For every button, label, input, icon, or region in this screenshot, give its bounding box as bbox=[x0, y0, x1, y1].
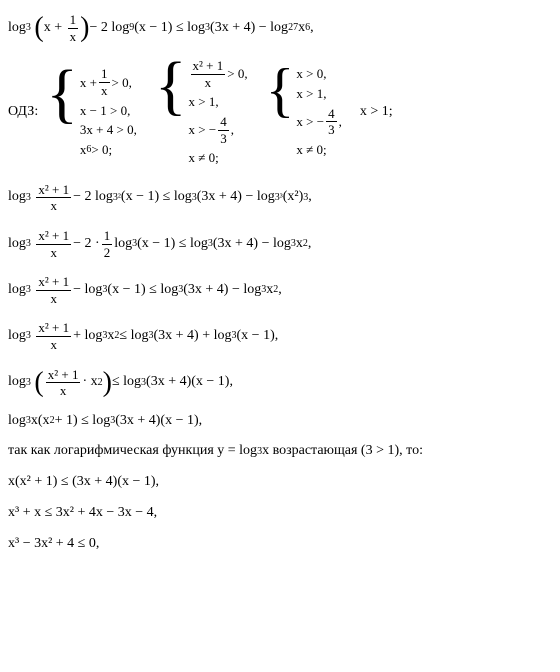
equation-line-12: x³ − 3x² + 4 ≤ 0, bbox=[8, 536, 552, 553]
expr: log3 ( x + 1x ) − 2 log9 (x − 1) ≤ log3 … bbox=[8, 12, 314, 44]
equation-line-6: log3 x² + 1x + log3 x2 ≤ log3 (3x + 4) +… bbox=[8, 320, 552, 352]
odz-line: ОДЗ: { x + 1x > 0, x − 1 > 0, 3x + 4 > 0… bbox=[8, 58, 552, 166]
equation-line-10: x(x² + 1) ≤ (3x + 4)(x − 1), bbox=[8, 474, 552, 491]
equation-line-1: log3 ( x + 1x ) − 2 log9 (x − 1) ≤ log3 … bbox=[8, 12, 552, 44]
equation-line-11: x³ + x ≤ 3x² + 4x − 3x − 4, bbox=[8, 505, 552, 522]
equation-line-3: log3 x² + 1x − 2 log3² (x − 1) ≤ log3 (3… bbox=[8, 182, 552, 214]
equation-line-8: log3 x(x2 + 1) ≤ log3 (3x + 4)(x − 1), bbox=[8, 413, 552, 430]
equation-line-7: log3 ( x² + 1x · x2 ) ≤ log3 (3x + 4)(x … bbox=[8, 367, 552, 399]
equation-line-5: log3 x² + 1x − log3 (x − 1) ≤ log3 (3x +… bbox=[8, 274, 552, 306]
system-1: { x + 1x > 0, x − 1 > 0, 3x + 4 > 0, x6 … bbox=[46, 66, 137, 157]
system-2: { x² + 1x > 0, x > 1, x > −43, x ≠ 0; bbox=[155, 58, 248, 166]
odz-label: ОДЗ: bbox=[8, 104, 38, 121]
equation-line-4: log3 x² + 1x − 2 · 12 log3 (x − 1) ≤ log… bbox=[8, 228, 552, 260]
text-line-9: так как логарифмическая функция y = log3… bbox=[8, 443, 552, 460]
odz-result: x > 1; bbox=[360, 104, 393, 121]
system-3: { x > 0, x > 1, x > −43, x ≠ 0; bbox=[266, 66, 342, 157]
